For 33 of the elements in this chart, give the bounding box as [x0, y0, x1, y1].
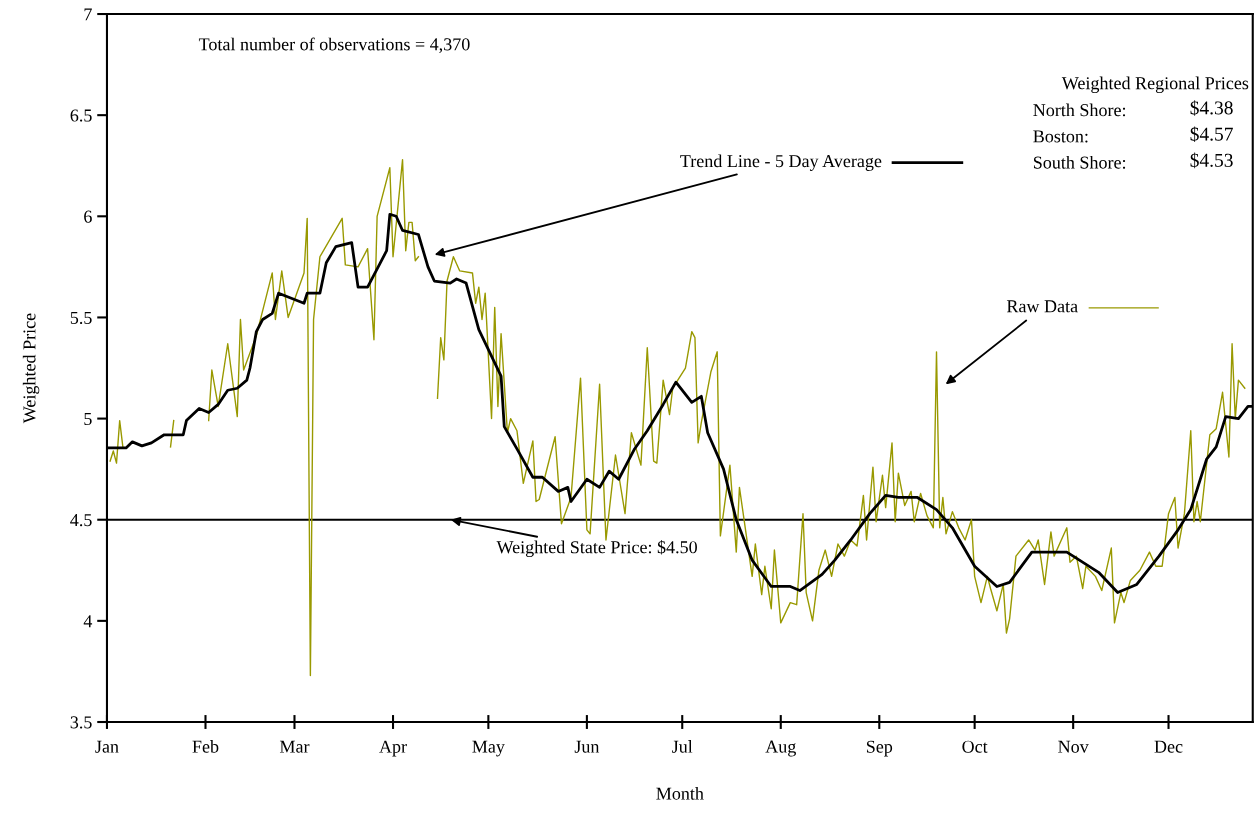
- y-tick-label: 3.5: [70, 716, 92, 729]
- annotation: Total number of observations = 4,370: [198, 37, 470, 53]
- ref-line-label: Weighted State Price: $4.50: [496, 540, 697, 558]
- annotation: $4.53: [1190, 152, 1233, 169]
- annotation: North Shore:: [1033, 103, 1126, 117]
- annotation: South Shore:: [1033, 155, 1126, 169]
- x-tick-label: Sep: [866, 740, 893, 757]
- x-tick-label: Jul: [672, 740, 693, 753]
- y-tick-label: 6.5: [70, 109, 92, 122]
- x-tick-label: Feb: [192, 740, 219, 753]
- annotation: $4.38: [1190, 100, 1233, 116]
- x-tick-label: Oct: [962, 740, 988, 753]
- legend-label: Raw Data: [1006, 300, 1078, 313]
- x-tick-label: Jun: [574, 740, 600, 753]
- x-tick-label: Nov: [1058, 740, 1089, 753]
- x-tick-label: Dec: [1154, 740, 1183, 753]
- y-tick-label: 4.5: [70, 514, 92, 527]
- y-tick-label: 4: [83, 615, 93, 628]
- x-tick-label: Jan: [95, 740, 119, 753]
- x-tick-label: Apr: [379, 740, 407, 757]
- x-tick-label: Aug: [765, 740, 796, 757]
- x-axis-title: Month: [656, 786, 704, 800]
- y-tick-label: 5: [84, 413, 92, 426]
- annotation: Boston:: [1033, 130, 1088, 143]
- x-tick-label: Mar: [279, 740, 310, 753]
- y-axis-title: Weighted Price: [22, 313, 40, 424]
- annotation: $4.57: [1190, 126, 1233, 142]
- y-tick-label: 6: [84, 210, 92, 223]
- y-tick-label: 5.5: [70, 311, 92, 324]
- annotation: Weighted Regional Prices: [1061, 76, 1249, 94]
- x-tick-label: May: [472, 740, 505, 757]
- legend-label: Trend Line - 5 Day Average: [680, 154, 882, 171]
- y-tick-label: 7: [84, 8, 92, 21]
